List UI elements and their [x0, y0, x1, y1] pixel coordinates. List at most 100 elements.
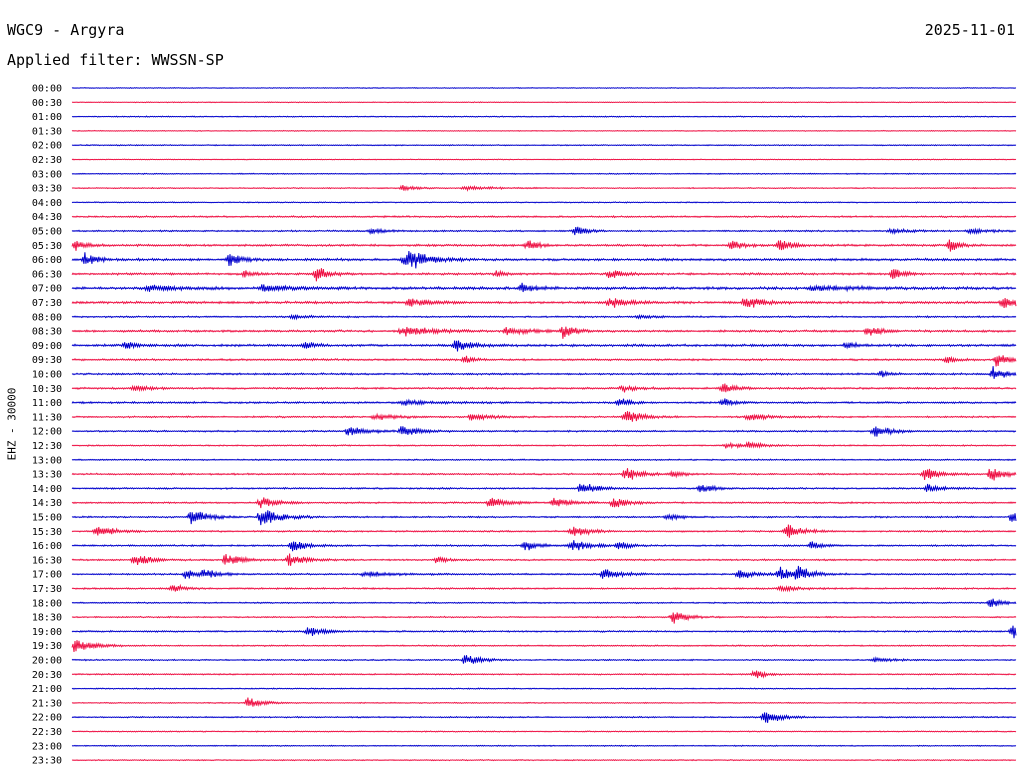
trace-row-1530 — [71, 524, 1017, 538]
trace-row-0830 — [71, 326, 1017, 339]
trace-row-1000 — [71, 366, 1017, 379]
trace-row-0100 — [71, 115, 1017, 118]
time-tick-label: 15:30 — [32, 527, 62, 538]
time-tick-label: 14:00 — [32, 484, 62, 495]
station-title: WGC9 - Argyra — [7, 21, 125, 39]
trace-row-0600 — [71, 250, 1017, 269]
time-tick-label: 08:00 — [32, 312, 62, 323]
filter-label: Applied filter: WWSSN-SP — [7, 51, 224, 69]
trace-row-1230 — [71, 441, 1017, 450]
trace-row-2230 — [71, 730, 1017, 733]
date-label: 2025-11-01 — [924, 21, 1015, 39]
trace-row-0000 — [71, 86, 1017, 90]
trace-row-1830 — [71, 612, 1017, 624]
trace-row-2200 — [71, 712, 1017, 723]
time-tick-label: 07:00 — [32, 284, 62, 295]
time-tick-label: 11:00 — [32, 398, 62, 409]
time-tick-label: 21:30 — [32, 698, 62, 709]
trace-row-1330 — [71, 468, 1017, 481]
trace-row-0400 — [71, 201, 1017, 204]
plot-frame — [70, 80, 1018, 770]
trace-row-1430 — [71, 497, 1017, 509]
trace-row-0800 — [71, 313, 1017, 321]
time-tick-label: 02:00 — [32, 141, 62, 152]
time-tick-label: 19:00 — [32, 627, 62, 638]
trace-row-0700 — [71, 282, 1017, 293]
trace-row-1100 — [71, 398, 1017, 407]
trace-row-1700 — [71, 565, 1017, 580]
trace-row-0230 — [71, 158, 1017, 161]
trace-row-1130 — [71, 411, 1017, 422]
time-tick-label: 01:30 — [32, 126, 62, 137]
time-tick-label: 05:00 — [32, 227, 62, 238]
time-tick-label: 05:30 — [32, 241, 62, 252]
time-tick-label: 09:30 — [32, 355, 62, 366]
time-tick-label: 20:30 — [32, 670, 62, 681]
time-tick-label: 16:00 — [32, 541, 62, 552]
time-tick-label: 11:30 — [32, 412, 62, 423]
trace-row-1900 — [71, 625, 1017, 639]
trace-row-0430 — [71, 215, 1017, 219]
trace-row-0130 — [71, 129, 1017, 132]
time-tick-label: 04:00 — [32, 198, 62, 209]
trace-row-1800 — [71, 598, 1017, 607]
trace-row-2030 — [71, 669, 1017, 679]
trace-row-1030 — [71, 383, 1017, 393]
trace-row-1500 — [71, 510, 1017, 526]
time-tick-label: 23:30 — [32, 756, 62, 767]
trace-group — [71, 86, 1017, 762]
time-tick-label: 12:00 — [32, 427, 62, 438]
trace-row-0330 — [71, 184, 1017, 192]
time-tick-label: 15:00 — [32, 513, 62, 524]
trace-row-1300 — [71, 458, 1017, 462]
time-tick-label: 20:00 — [32, 656, 62, 667]
time-tick-label: 00:30 — [32, 98, 62, 109]
trace-row-0300 — [71, 172, 1017, 175]
trace-row-0500 — [71, 226, 1017, 236]
time-tick-label: 06:30 — [32, 269, 62, 280]
trace-row-0930 — [71, 355, 1017, 367]
trace-row-1200 — [71, 426, 1017, 437]
trace-row-1600 — [71, 540, 1017, 552]
time-tick-label: 19:30 — [32, 641, 62, 652]
trace-row-1930 — [71, 640, 1017, 652]
time-tick-label: 16:30 — [32, 555, 62, 566]
trace-row-2330 — [71, 758, 1017, 762]
trace-row-2300 — [71, 744, 1017, 747]
time-tick-label: 22:00 — [32, 713, 62, 724]
time-tick-label: 13:30 — [32, 470, 62, 481]
time-tick-label: 08:30 — [32, 327, 62, 338]
time-tick-label: 07:30 — [32, 298, 62, 309]
time-tick-label: 18:30 — [32, 613, 62, 624]
trace-row-2130 — [71, 697, 1017, 707]
time-tick-label: 23:00 — [32, 741, 62, 752]
time-tick-label: 09:00 — [32, 341, 62, 352]
trace-row-0630 — [71, 268, 1017, 282]
trace-row-0730 — [71, 298, 1017, 308]
time-tick-label: 12:30 — [32, 441, 62, 452]
time-tick-label: 04:30 — [32, 212, 62, 223]
time-tick-label: 21:00 — [32, 684, 62, 695]
trace-row-0200 — [71, 144, 1017, 147]
time-tick-label: 01:00 — [32, 112, 62, 123]
time-tick-label: 03:00 — [32, 169, 62, 180]
time-tick-label: 17:30 — [32, 584, 62, 595]
trace-row-1400 — [71, 483, 1017, 493]
time-tick-label: 10:00 — [32, 370, 62, 381]
time-tick-label: 18:00 — [32, 598, 62, 609]
time-tick-label: 14:30 — [32, 498, 62, 509]
time-tick-label: 13:00 — [32, 455, 62, 466]
time-tick-label: 03:30 — [32, 184, 62, 195]
time-tick-label: 10:30 — [32, 384, 62, 395]
trace-row-1630 — [71, 553, 1017, 566]
trace-row-1730 — [71, 583, 1017, 593]
time-tick-label: 22:30 — [32, 727, 62, 738]
time-tick-label: 06:00 — [32, 255, 62, 266]
time-tick-label: 00:00 — [32, 84, 62, 95]
time-tick-label: 17:00 — [32, 570, 62, 581]
trace-row-2100 — [71, 687, 1017, 690]
trace-row-2000 — [71, 655, 1017, 664]
trace-row-0030 — [71, 101, 1017, 104]
time-tick-label: 02:30 — [32, 155, 62, 166]
